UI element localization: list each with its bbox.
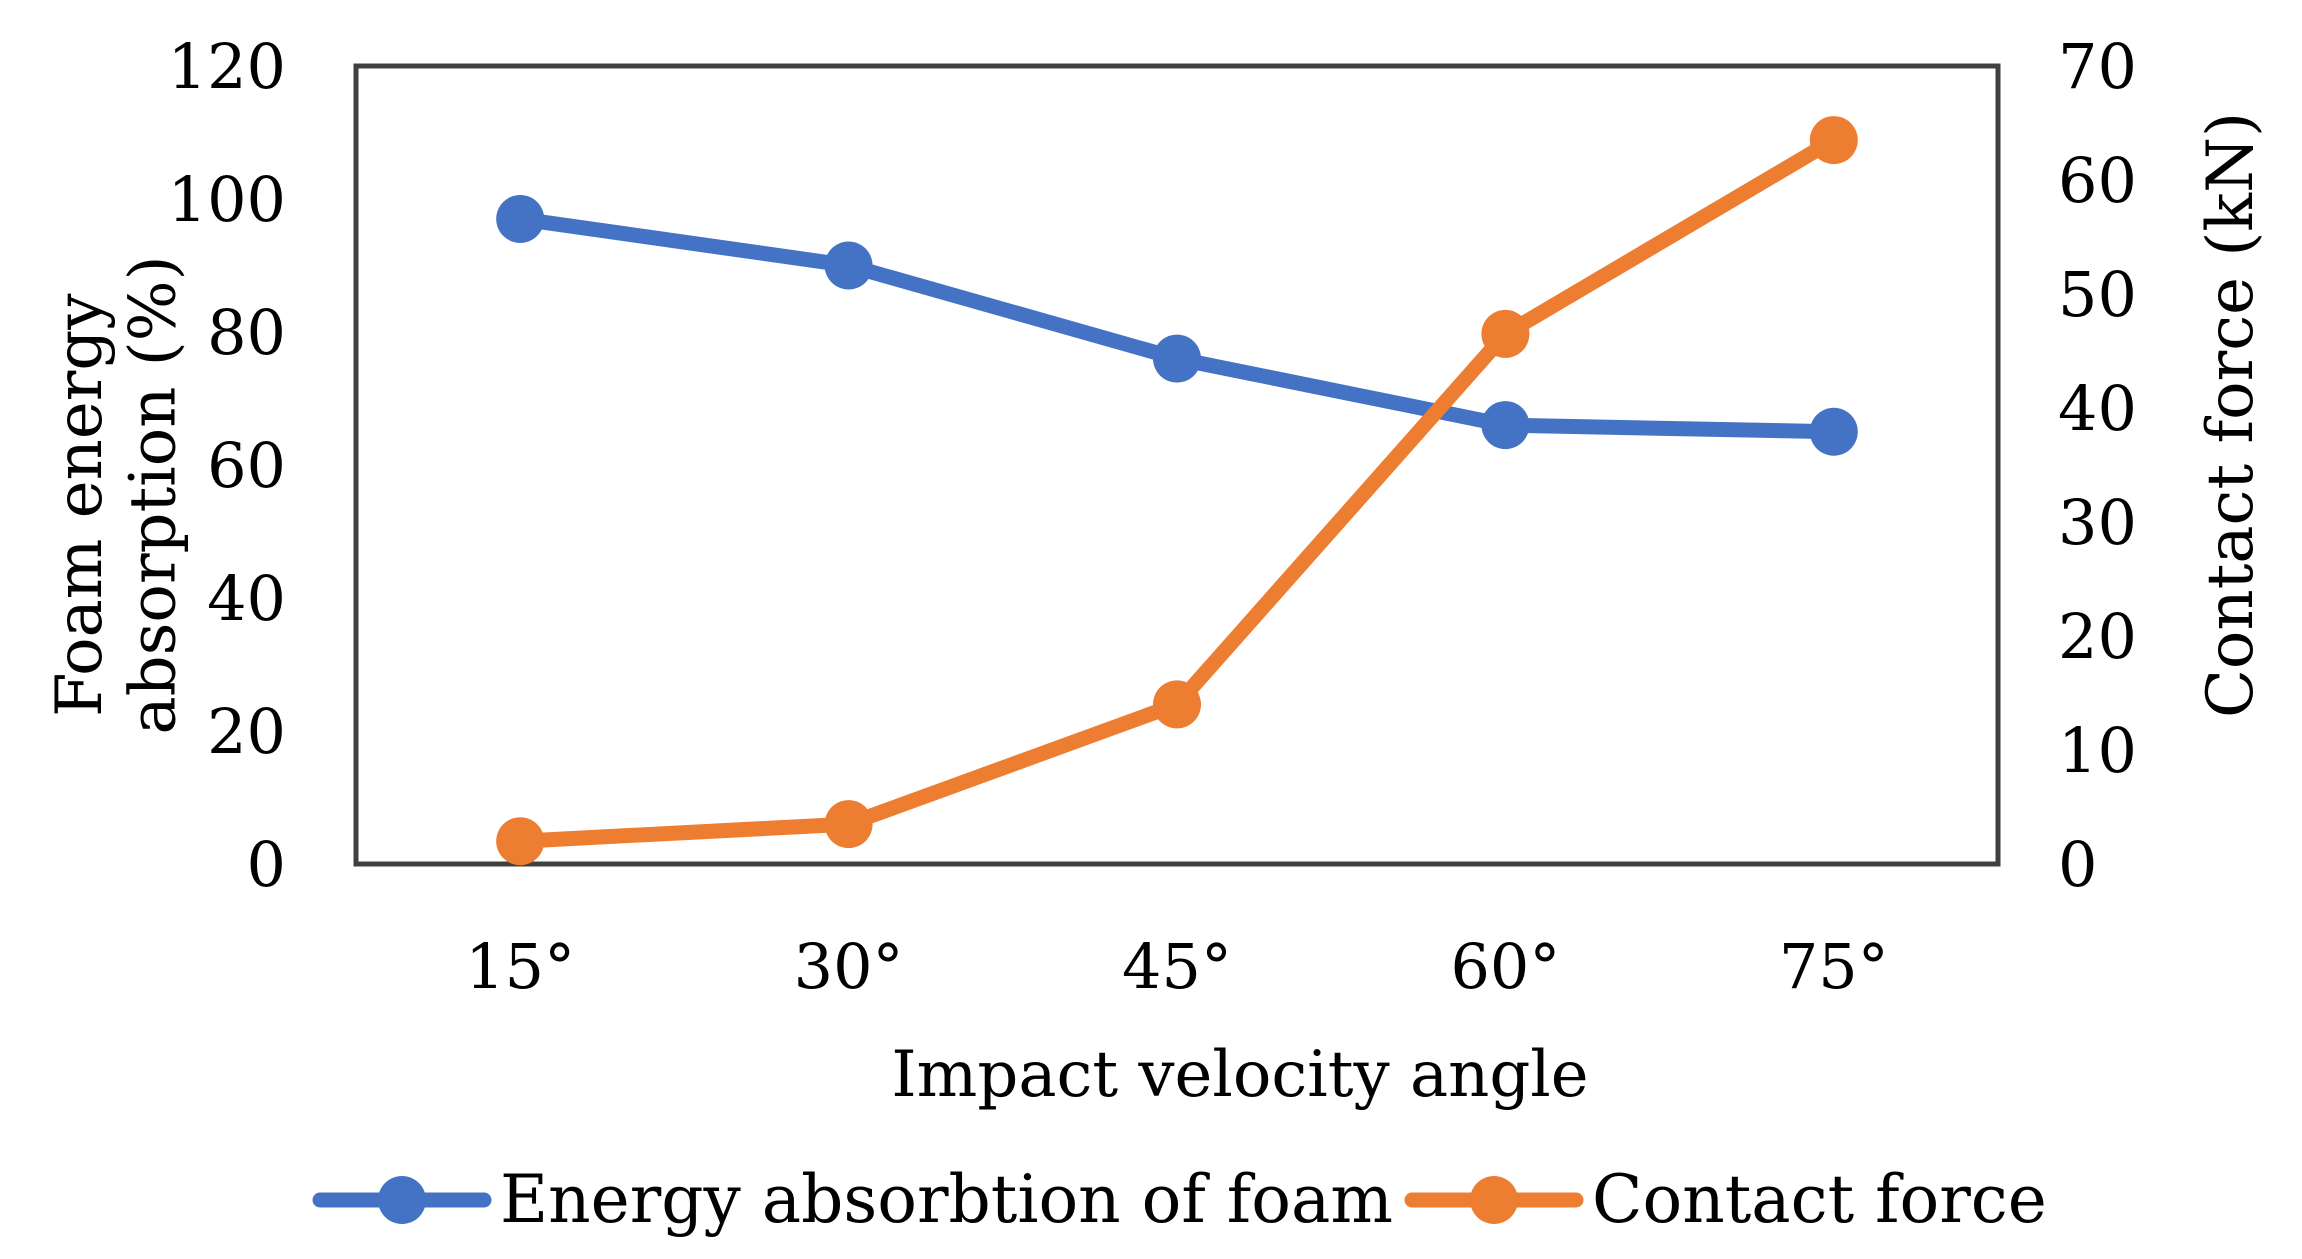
legend-swatch-marker-1	[378, 1176, 426, 1224]
right-axis-title: Contact force (kN)	[2194, 112, 2268, 718]
series-1-point	[1481, 401, 1530, 450]
left-axis-tick-label: 20	[207, 695, 286, 768]
plot-area-border	[353, 63, 2001, 867]
right-axis-tick-label: 70	[2058, 30, 2137, 103]
series-2-point	[1481, 309, 1530, 358]
right-axis-tick-label: 0	[2058, 828, 2097, 901]
series-1-point	[1809, 407, 1858, 456]
left-axis-tick-label: 40	[207, 562, 286, 635]
x-axis-tick-label: 30°	[794, 930, 904, 1003]
left-axis-tick-label: 100	[168, 163, 286, 236]
x-axis-tick-label: 15°	[465, 930, 575, 1003]
right-axis-tick-label: 10	[2058, 714, 2137, 787]
series-1-point	[824, 241, 873, 290]
right-axis-tick-label: 60	[2058, 144, 2137, 217]
left-axis-title-line-2: absorption (%)	[116, 255, 190, 734]
left-axis-tick-label: 80	[207, 296, 286, 369]
right-axis-tick-label: 50	[2058, 258, 2137, 331]
legend-swatch-marker-2	[1470, 1176, 1518, 1224]
x-axis-tick-label: 75°	[1779, 930, 1889, 1003]
right-axis-ticks: 0 10 20 30 40 50 60 70	[2058, 30, 2137, 901]
series-layer	[496, 116, 1858, 866]
left-axis-tick-label: 0	[247, 828, 286, 901]
series-1-point	[1153, 334, 1201, 383]
x-axis-title: Impact velocity angle	[891, 1038, 1588, 1112]
x-axis-tick-label: 45°	[1122, 930, 1232, 1003]
series-2-point	[824, 800, 873, 849]
left-axis-tick-label: 60	[207, 429, 286, 502]
legend-label-2: Contact force	[1592, 1161, 2047, 1238]
left-axis-tick-label: 120	[168, 30, 286, 103]
left-axis-title-line-1: Foam energy	[43, 294, 117, 717]
legend: Energy absorbtion of foam Contact force	[312, 1161, 2047, 1238]
x-axis-ticks: 15° 30° 45° 60° 75°	[465, 930, 1889, 1003]
right-axis-tick-label: 20	[2058, 600, 2137, 673]
series-2-point	[1809, 116, 1858, 165]
series-2-point	[496, 817, 545, 866]
series-1-point	[496, 194, 545, 243]
x-axis-tick-label: 60°	[1450, 930, 1560, 1003]
series-2-point	[1153, 680, 1201, 729]
left-axis-ticks: 0 20 40 60 80 100 120	[168, 30, 286, 901]
legend-label-1: Energy absorbtion of foam	[500, 1161, 1393, 1238]
right-axis-tick-label: 30	[2058, 486, 2137, 559]
left-axis-title: Foam energy absorption (%)	[43, 255, 191, 734]
right-axis-tick-label: 40	[2058, 372, 2137, 445]
